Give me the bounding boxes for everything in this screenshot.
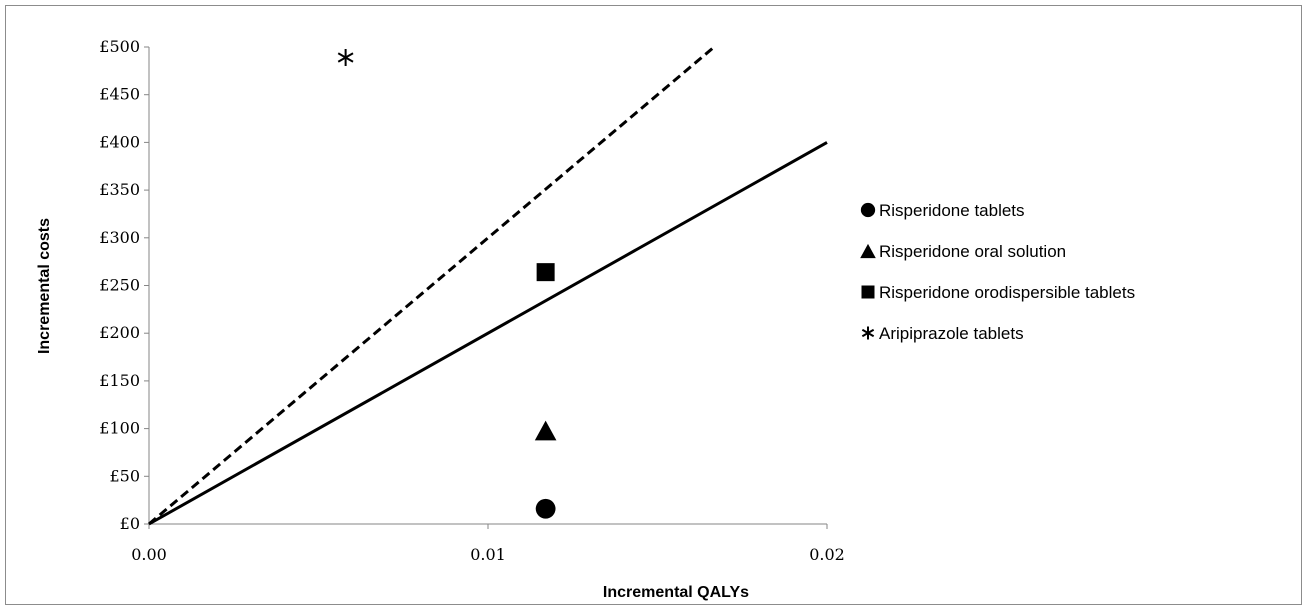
legend-label: Aripiprazole tablets — [879, 324, 1024, 343]
chart-frame — [5, 5, 1302, 605]
circle-marker — [860, 202, 876, 218]
data-points — [337, 48, 557, 519]
y-tick-label: £450 — [99, 85, 140, 104]
legend-symbol-asterisk — [861, 326, 875, 340]
y-tick-label: £150 — [99, 371, 140, 390]
circle-marker — [535, 498, 556, 519]
axes — [144, 46, 828, 529]
asterisk-stroke — [337, 52, 354, 63]
data-point-asterisk — [337, 48, 354, 66]
legend-item: Risperidone orodispersible tablets — [861, 283, 1135, 302]
legend-symbol-triangle — [860, 243, 876, 259]
threshold-lines — [148, 45, 828, 526]
triangle-marker — [860, 243, 876, 259]
square-marker — [536, 263, 555, 282]
y-tick-label: £100 — [99, 419, 140, 438]
legend-item: Risperidone oral solution — [860, 242, 1066, 261]
legend-label: Risperidone orodispersible tablets — [879, 283, 1135, 302]
y-tick-label: £300 — [99, 228, 140, 247]
threshold-line-solid — [148, 141, 828, 526]
square-marker — [861, 285, 875, 299]
y-axis-title: Incremental costs — [36, 218, 53, 354]
y-tick-label: £0 — [120, 514, 140, 533]
x-tick-label: 0.02 — [809, 545, 845, 564]
legend-item: Aripiprazole tablets — [861, 324, 1024, 343]
x-tick-label: 0.01 — [470, 545, 506, 564]
legend-label: Risperidone tablets — [879, 201, 1025, 220]
x-axis-title: Incremental QALYs — [603, 584, 749, 601]
y-tick-label: £350 — [99, 180, 140, 199]
tick-labels: £0 £50 £100 £150 £200 £250 £300 £350 £400 £450 £50… — [99, 37, 845, 564]
legend: Risperidone tablets Risperidone oral solu… — [860, 201, 1135, 343]
legend-symbol-square — [861, 285, 875, 299]
threshold-line-dashed — [148, 45, 716, 526]
data-point-triangle — [534, 420, 557, 441]
asterisk-stroke — [861, 328, 875, 338]
y-tick-label: £50 — [109, 466, 140, 485]
data-point-square — [536, 263, 555, 282]
y-tick-label: £200 — [99, 323, 140, 342]
y-tick-label: £500 — [99, 37, 140, 56]
x-tick-label: 0.00 — [131, 545, 167, 564]
legend-symbol-circle — [860, 202, 876, 218]
y-tick-label: £250 — [99, 276, 140, 295]
y-tick-label: £400 — [99, 132, 140, 151]
triangle-marker — [534, 420, 557, 441]
legend-label: Risperidone oral solution — [879, 242, 1066, 261]
legend-item: Risperidone tablets — [860, 201, 1025, 220]
data-point-circle — [535, 498, 556, 519]
